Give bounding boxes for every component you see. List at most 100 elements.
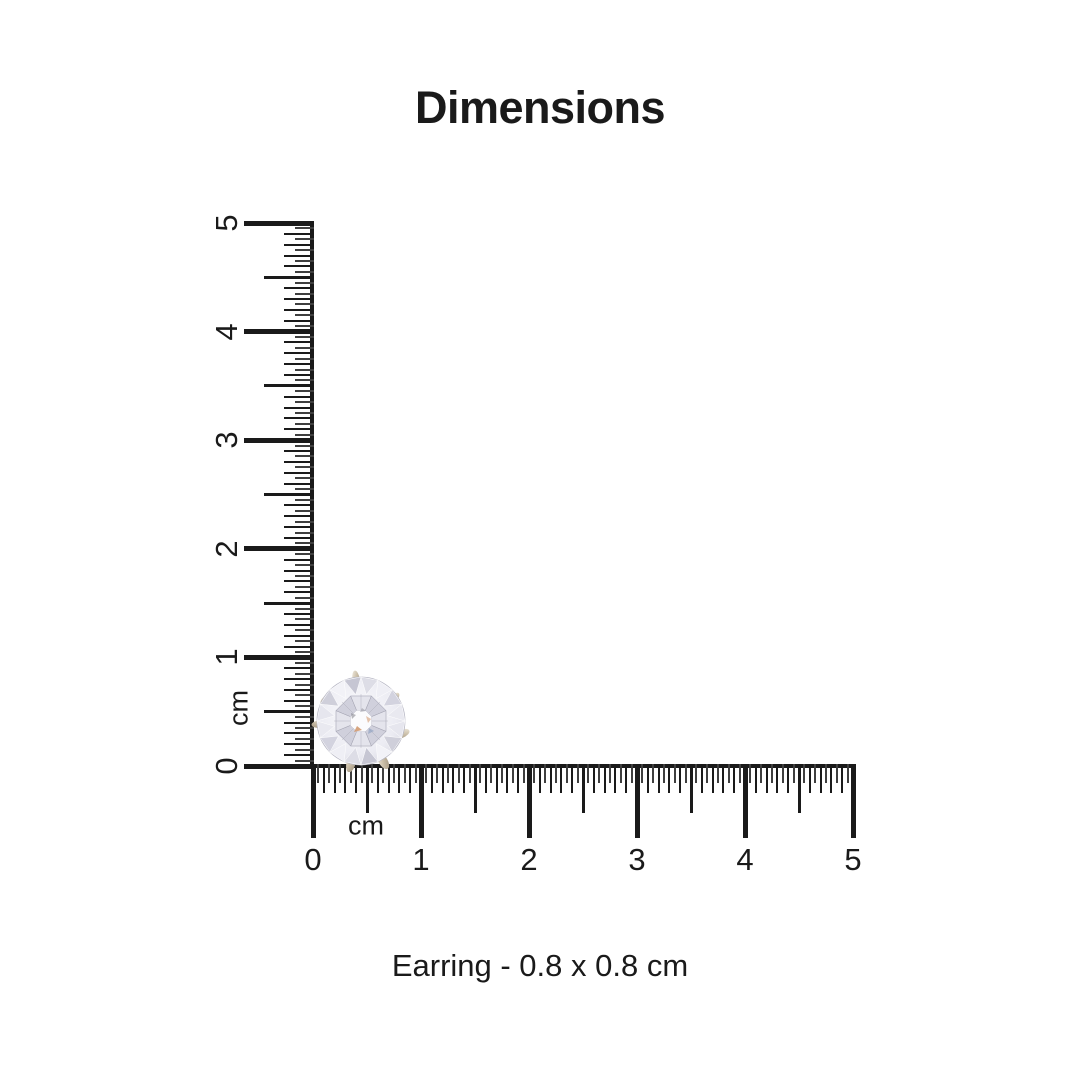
vertical-ruler-number: 3 — [209, 431, 244, 449]
ruler-tick — [295, 368, 314, 371]
ruler-tick — [581, 764, 585, 813]
horizontal-ruler-number: 0 — [304, 842, 322, 877]
ruler-tick — [614, 764, 617, 793]
ruler-tick — [533, 764, 536, 783]
ruler-tick — [295, 607, 314, 610]
ruler-tick — [787, 764, 790, 793]
ruler-tick — [295, 716, 314, 719]
ruler-tick — [501, 764, 503, 783]
ruler-tick — [295, 444, 314, 447]
ruler-tick — [576, 764, 579, 783]
ruler-tick — [295, 705, 314, 708]
ruler-tick — [538, 764, 541, 793]
ruler-tick — [284, 688, 314, 691]
ruler-tick — [603, 764, 606, 793]
horizontal-ruler-number: 2 — [520, 842, 538, 877]
ruler-tick — [571, 764, 574, 793]
ruler-tick — [295, 759, 314, 762]
ruler-tick — [295, 455, 314, 458]
ruler-tick — [457, 764, 460, 783]
ruler-tick — [376, 764, 379, 793]
ruler-tick — [673, 764, 676, 783]
caption: Earring - 0.8 x 0.8 cm — [391, 948, 689, 983]
ruler-tick — [264, 710, 314, 714]
ruler-tick — [295, 488, 314, 491]
ruler-tick — [244, 546, 314, 552]
ruler-tick — [295, 238, 314, 241]
ruler-tick — [322, 764, 325, 793]
ruler-tick — [738, 764, 741, 783]
ruler-tick — [511, 764, 514, 783]
ruler-tick — [555, 764, 557, 783]
ruler-tick — [284, 580, 314, 583]
ruler-tick — [264, 493, 314, 496]
ruler-tick — [284, 460, 314, 463]
ruler-tick — [814, 764, 817, 783]
ruler-tick — [264, 275, 314, 279]
ruler-tick — [349, 764, 352, 783]
ruler-tick — [403, 764, 406, 783]
ruler-tick — [463, 764, 466, 793]
ruler-tick — [295, 379, 314, 382]
ruler-tick — [544, 764, 547, 783]
vertical-ruler-number: 0 — [209, 757, 244, 775]
ruler-tick — [284, 569, 314, 572]
horizontal-ruler-number: 5 — [844, 842, 862, 877]
ruler-tick — [452, 764, 455, 793]
ruler-tick — [295, 412, 314, 415]
ruler-tick — [295, 694, 314, 697]
ruler-tick — [630, 764, 633, 783]
ruler-tick — [284, 515, 314, 518]
ruler-tick — [264, 384, 314, 388]
ruler-tick — [344, 764, 347, 793]
ruler-tick — [414, 764, 417, 783]
ruler-tick — [284, 591, 314, 594]
ruler-tick — [333, 764, 336, 793]
ruler-tick — [479, 764, 482, 783]
ruler-tick — [284, 721, 314, 724]
ruler-tick — [430, 764, 433, 793]
ruler-tick — [284, 536, 314, 539]
ruler-tick — [284, 341, 314, 344]
ruler-tick — [803, 764, 806, 783]
ruler-tick — [409, 764, 412, 793]
ruler-tick — [328, 764, 331, 783]
vertical-ruler-unit-label: cm — [223, 690, 254, 726]
ruler-tick — [749, 764, 752, 783]
ruler-tick — [295, 346, 314, 349]
ruler-tick — [436, 764, 439, 783]
ruler-tick — [619, 764, 622, 783]
ruler-tick — [526, 764, 532, 838]
vertical-ruler-number: 4 — [209, 322, 244, 341]
ruler-tick — [517, 764, 520, 793]
ruler-tick — [625, 764, 628, 793]
ruler-tick — [295, 249, 314, 252]
ruler-tick — [284, 645, 314, 648]
ruler-tick — [339, 764, 341, 783]
ruler-tick — [506, 764, 509, 793]
ruler-tick — [295, 585, 314, 588]
vertical-ruler-number: 5 — [209, 214, 244, 232]
ruler-tick — [284, 265, 314, 268]
ruler-tick — [284, 612, 314, 615]
ruler-tick — [684, 764, 687, 783]
ruler-tick — [295, 640, 314, 643]
ruler-tick — [295, 401, 314, 404]
ruler-tick — [425, 764, 428, 783]
ruler-tick — [284, 678, 314, 681]
ruler-tick — [657, 764, 660, 793]
ruler-tick — [382, 764, 385, 783]
ruler-tick — [295, 520, 314, 523]
ruler-tick — [598, 764, 601, 783]
ruler-tick — [700, 764, 703, 793]
ruler-tick — [781, 764, 784, 783]
ruler-tick — [717, 764, 719, 783]
ruler-tick — [355, 764, 358, 793]
ruler-tick — [387, 764, 390, 793]
ruler-tick — [441, 764, 444, 793]
ruler-tick — [284, 471, 314, 474]
ruler-tick — [393, 764, 395, 783]
ruler-tick — [284, 232, 314, 235]
ruler-tick — [295, 292, 314, 295]
ruler-tick — [284, 634, 314, 637]
